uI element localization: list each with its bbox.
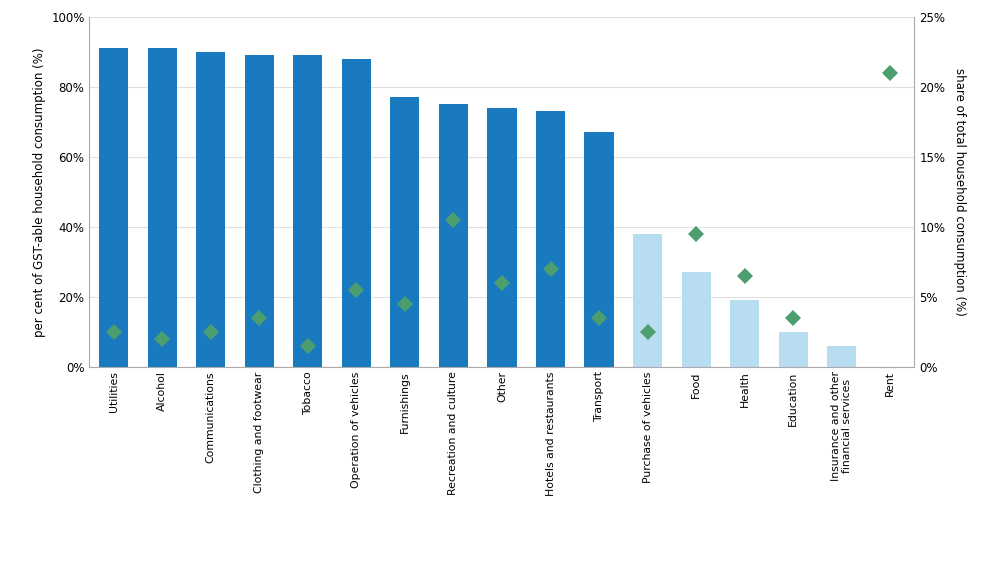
- Bar: [342, 59, 371, 367]
- Bar: [148, 49, 177, 367]
- Y-axis label: per cent of GST-able household consumption (%): per cent of GST-able household consumpti…: [33, 47, 46, 337]
- Bar: [245, 55, 274, 367]
- Bar: [827, 346, 856, 367]
- Bar: [682, 272, 711, 367]
- Bar: [487, 108, 517, 367]
- Bar: [196, 52, 226, 367]
- Bar: [536, 111, 565, 367]
- Bar: [584, 133, 613, 367]
- Bar: [99, 49, 128, 367]
- Bar: [439, 104, 468, 367]
- Bar: [293, 55, 322, 367]
- Bar: [778, 332, 808, 367]
- Bar: [730, 300, 759, 367]
- Bar: [391, 98, 419, 367]
- Y-axis label: share of total household consumption (%): share of total household consumption (%): [953, 68, 966, 316]
- Bar: [633, 233, 662, 367]
